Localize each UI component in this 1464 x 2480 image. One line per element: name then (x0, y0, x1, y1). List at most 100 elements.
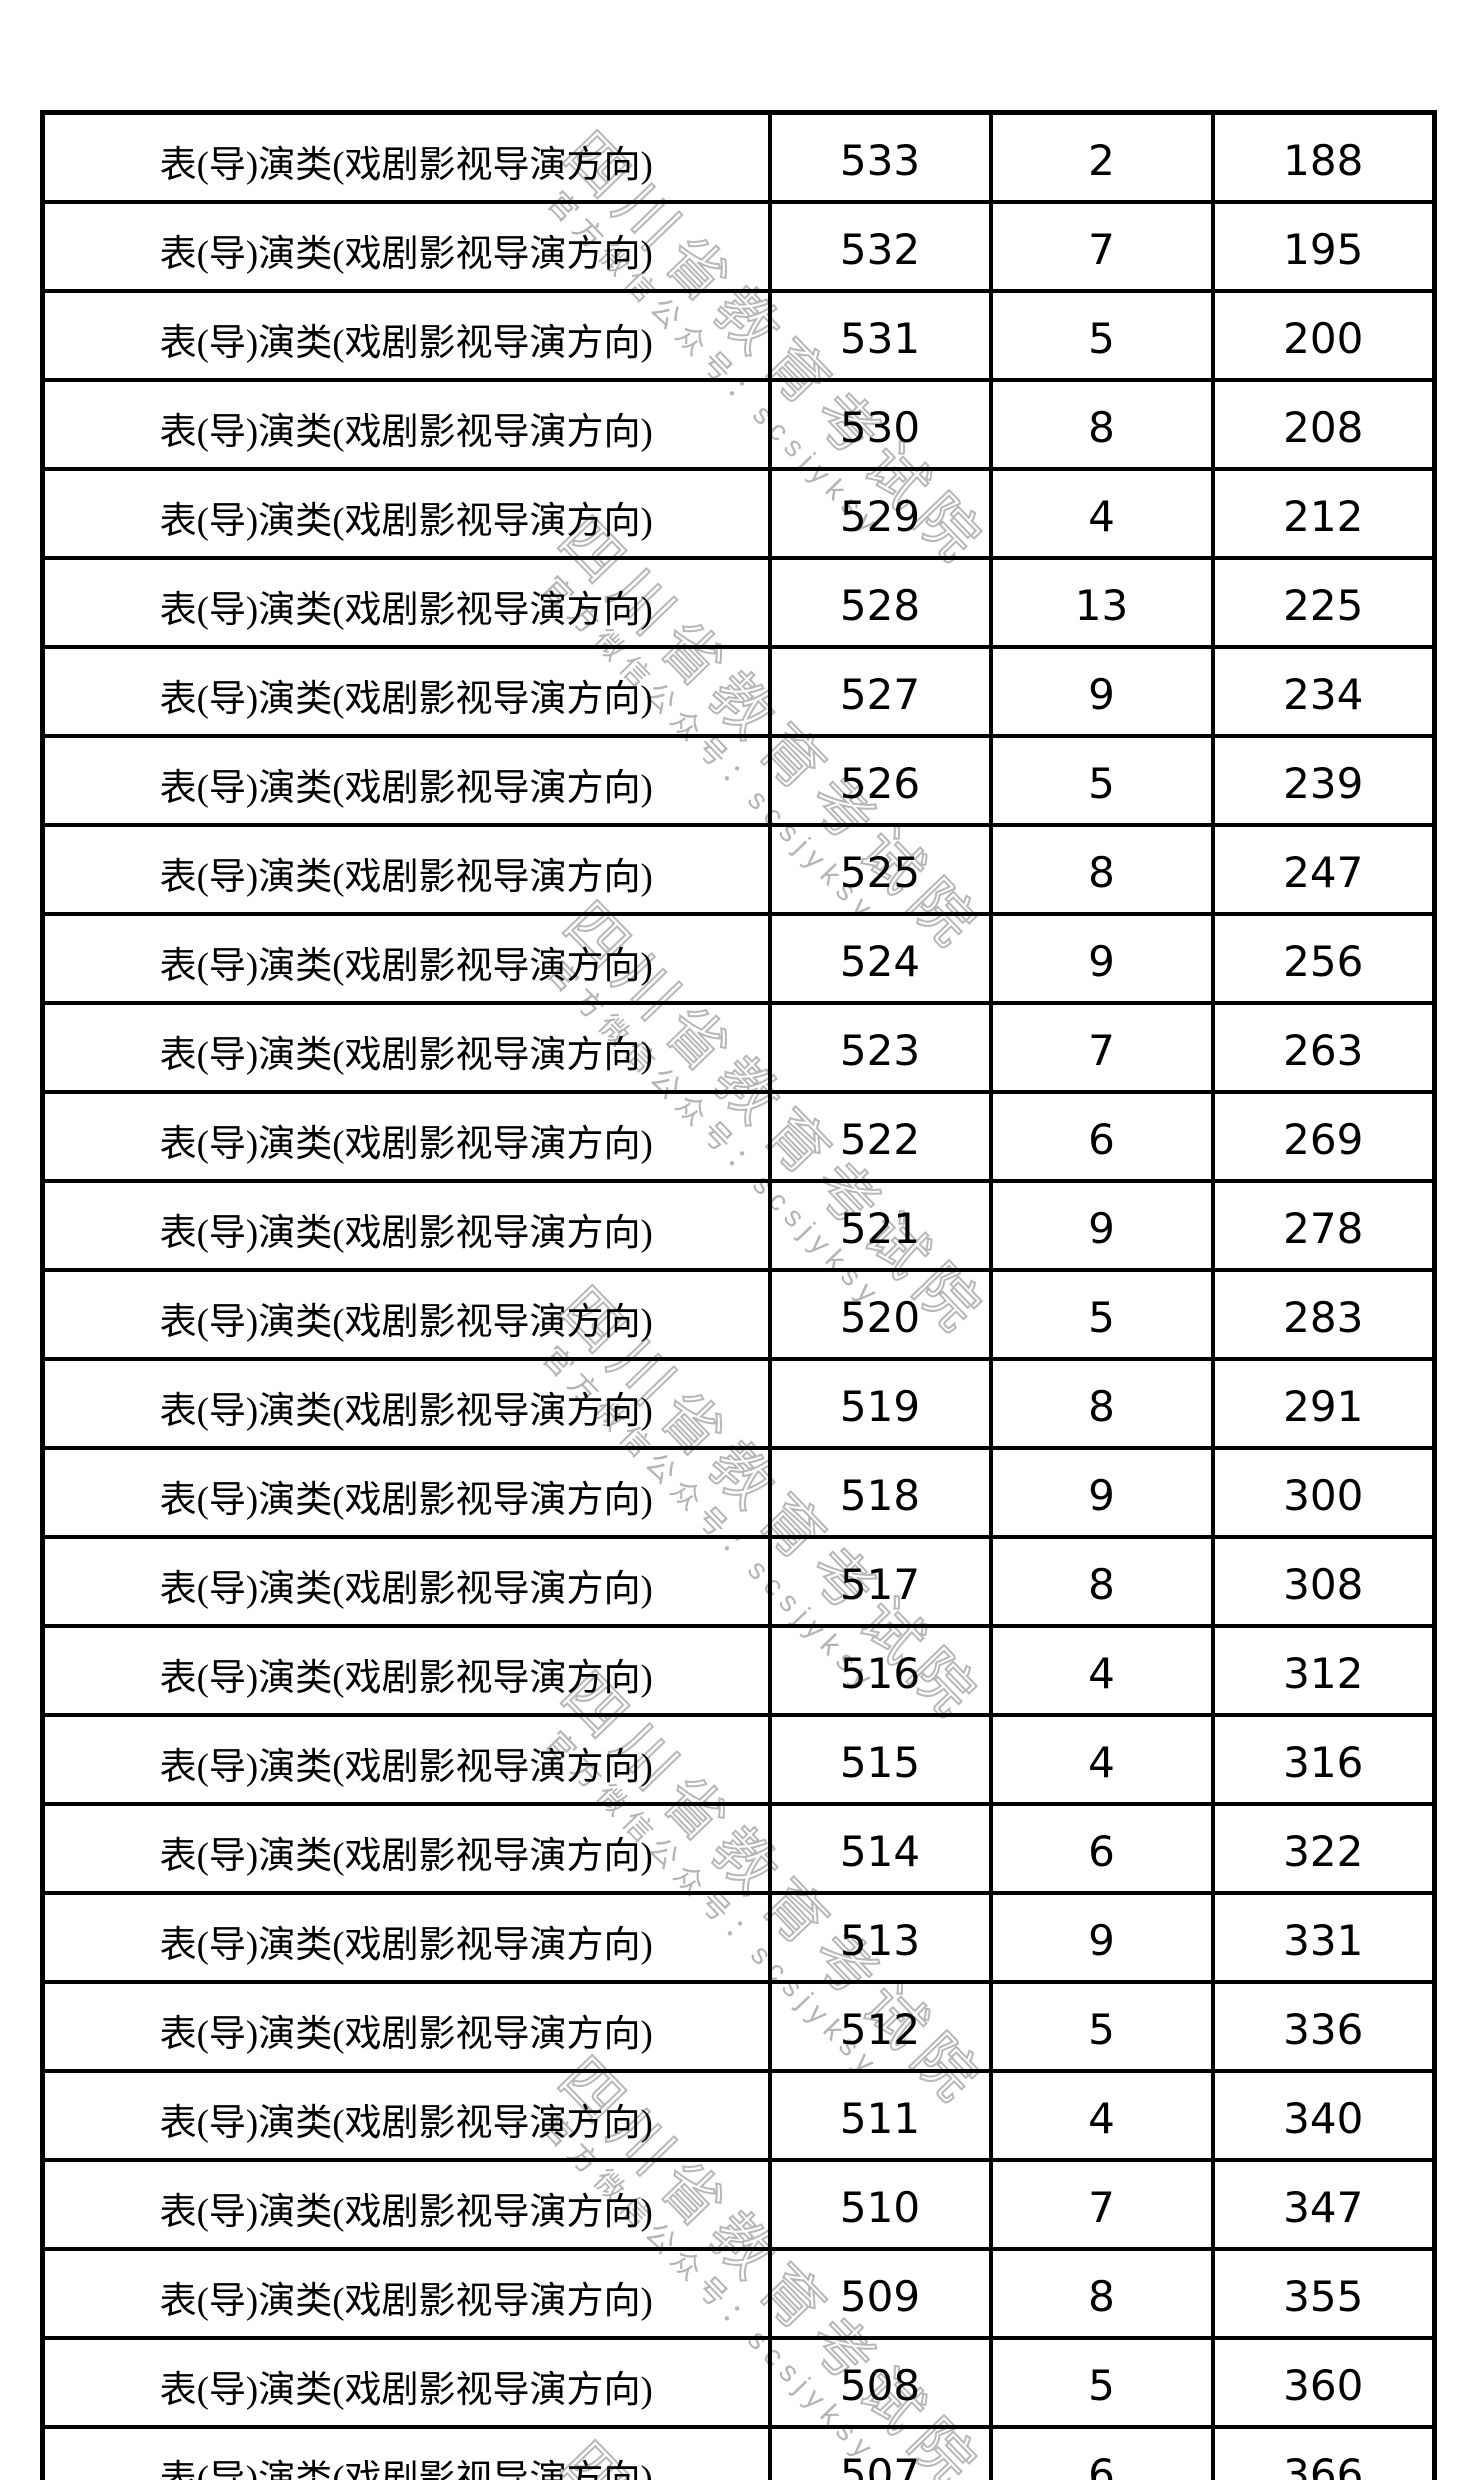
count-cell: 8 (988, 823, 1215, 916)
table-row: 表(导)演类(戏剧影视导演方向) 518 9 300 (40, 1446, 1437, 1539)
score-cell: 508 (767, 2336, 993, 2429)
category-cell: 表(导)演类(戏剧影视导演方向) (40, 1001, 772, 1094)
score-cell: 531 (767, 289, 993, 382)
count-cell: 9 (988, 912, 1215, 1005)
table-row: 表(导)演类(戏剧影视导演方向) 519 8 291 (40, 1357, 1437, 1450)
table-row: 表(导)演类(戏剧影视导演方向) 526 5 239 (40, 734, 1437, 827)
count-cell: 13 (988, 556, 1215, 649)
count-cell: 5 (988, 1268, 1215, 1361)
table-row: 表(导)演类(戏剧影视导演方向) 509 8 355 (40, 2247, 1437, 2340)
table-row: 表(导)演类(戏剧影视导演方向) 520 5 283 (40, 1268, 1437, 1361)
table-row: 表(导)演类(戏剧影视导演方向) 524 9 256 (40, 912, 1437, 1005)
cumulative-cell: 234 (1210, 645, 1437, 738)
count-cell: 5 (988, 289, 1215, 382)
category-cell: 表(导)演类(戏剧影视导演方向) (40, 1891, 772, 1984)
category-cell: 表(导)演类(戏剧影视导演方向) (40, 200, 772, 293)
score-distribution-table: 表(导)演类(戏剧影视导演方向) 533 2 188 表(导)演类(戏剧影视导演方向) 5… (40, 110, 1437, 2480)
count-cell: 9 (988, 1891, 1215, 1984)
table-row: 表(导)演类(戏剧影视导演方向) 521 9 278 (40, 1179, 1437, 1272)
cumulative-cell: 336 (1210, 1980, 1437, 2073)
table-row: 表(导)演类(戏剧影视导演方向) 529 4 212 (40, 467, 1437, 560)
score-cell: 519 (767, 1357, 993, 1450)
count-cell: 7 (988, 1001, 1215, 1094)
category-cell: 表(导)演类(戏剧影视导演方向) (40, 1179, 772, 1272)
score-cell: 510 (767, 2158, 993, 2251)
table-row: 表(导)演类(戏剧影视导演方向) 530 8 208 (40, 378, 1437, 471)
cumulative-cell: 347 (1210, 2158, 1437, 2251)
cumulative-cell: 208 (1210, 378, 1437, 471)
category-cell: 表(导)演类(戏剧影视导演方向) (40, 289, 772, 382)
table-row: 表(导)演类(戏剧影视导演方向) 523 7 263 (40, 1001, 1437, 1094)
table-row: 表(导)演类(戏剧影视导演方向) 533 2 188 (40, 110, 1437, 204)
cumulative-cell: 212 (1210, 467, 1437, 560)
count-cell: 9 (988, 1179, 1215, 1272)
cumulative-cell: 331 (1210, 1891, 1437, 1984)
table-row: 表(导)演类(戏剧影视导演方向) 525 8 247 (40, 823, 1437, 916)
score-cell: 520 (767, 1268, 993, 1361)
score-cell: 507 (767, 2425, 993, 2480)
count-cell: 7 (988, 200, 1215, 293)
cumulative-cell: 316 (1210, 1713, 1437, 1806)
score-cell: 511 (767, 2069, 993, 2162)
category-cell: 表(导)演类(戏剧影视导演方向) (40, 1090, 772, 1183)
score-cell: 530 (767, 378, 993, 471)
cumulative-cell: 278 (1210, 1179, 1437, 1272)
score-cell: 532 (767, 200, 993, 293)
score-cell: 522 (767, 1090, 993, 1183)
cumulative-cell: 355 (1210, 2247, 1437, 2340)
score-cell: 516 (767, 1624, 993, 1717)
count-cell: 8 (988, 1357, 1215, 1450)
table-row: 表(导)演类(戏剧影视导演方向) 515 4 316 (40, 1713, 1437, 1806)
score-cell: 521 (767, 1179, 993, 1272)
table-row: 表(导)演类(戏剧影视导演方向) 512 5 336 (40, 1980, 1437, 2073)
cumulative-cell: 247 (1210, 823, 1437, 916)
category-cell: 表(导)演类(戏剧影视导演方向) (40, 645, 772, 738)
category-cell: 表(导)演类(戏剧影视导演方向) (40, 556, 772, 649)
count-cell: 6 (988, 1090, 1215, 1183)
cumulative-cell: 239 (1210, 734, 1437, 827)
cumulative-cell: 360 (1210, 2336, 1437, 2429)
table-row: 表(导)演类(戏剧影视导演方向) 513 9 331 (40, 1891, 1437, 1984)
score-cell: 523 (767, 1001, 993, 1094)
table-row: 表(导)演类(戏剧影视导演方向) 532 7 195 (40, 200, 1437, 293)
score-cell: 509 (767, 2247, 993, 2340)
count-cell: 8 (988, 1535, 1215, 1628)
table-row: 表(导)演类(戏剧影视导演方向) 527 9 234 (40, 645, 1437, 738)
table-row: 表(导)演类(戏剧影视导演方向) 510 7 347 (40, 2158, 1437, 2251)
count-cell: 5 (988, 734, 1215, 827)
count-cell: 6 (988, 2425, 1215, 2480)
score-cell: 512 (767, 1980, 993, 2073)
category-cell: 表(导)演类(戏剧影视导演方向) (40, 734, 772, 827)
category-cell: 表(导)演类(戏剧影视导演方向) (40, 1446, 772, 1539)
score-cell: 524 (767, 912, 993, 1005)
cumulative-cell: 322 (1210, 1802, 1437, 1895)
cumulative-cell: 300 (1210, 1446, 1437, 1539)
category-cell: 表(导)演类(戏剧影视导演方向) (40, 378, 772, 471)
category-cell: 表(导)演类(戏剧影视导演方向) (40, 467, 772, 560)
count-cell: 5 (988, 1980, 1215, 2073)
category-cell: 表(导)演类(戏剧影视导演方向) (40, 2069, 772, 2162)
cumulative-cell: 340 (1210, 2069, 1437, 2162)
table-row: 表(导)演类(戏剧影视导演方向) 508 5 360 (40, 2336, 1437, 2429)
score-cell: 527 (767, 645, 993, 738)
cumulative-cell: 308 (1210, 1535, 1437, 1628)
table-row: 表(导)演类(戏剧影视导演方向) 522 6 269 (40, 1090, 1437, 1183)
score-cell: 513 (767, 1891, 993, 1984)
count-cell: 9 (988, 1446, 1215, 1539)
cumulative-cell: 263 (1210, 1001, 1437, 1094)
cumulative-cell: 366 (1210, 2425, 1437, 2480)
score-cell: 517 (767, 1535, 993, 1628)
count-cell: 4 (988, 1624, 1215, 1717)
count-cell: 4 (988, 467, 1215, 560)
category-cell: 表(导)演类(戏剧影视导演方向) (40, 912, 772, 1005)
cumulative-cell: 312 (1210, 1624, 1437, 1717)
count-cell: 6 (988, 1802, 1215, 1895)
cumulative-cell: 291 (1210, 1357, 1437, 1450)
count-cell: 8 (988, 2247, 1215, 2340)
category-cell: 表(导)演类(戏剧影视导演方向) (40, 2425, 772, 2480)
score-cell: 525 (767, 823, 993, 916)
score-cell: 529 (767, 467, 993, 560)
category-cell: 表(导)演类(戏剧影视导演方向) (40, 1357, 772, 1450)
table-row: 表(导)演类(戏剧影视导演方向) 516 4 312 (40, 1624, 1437, 1717)
